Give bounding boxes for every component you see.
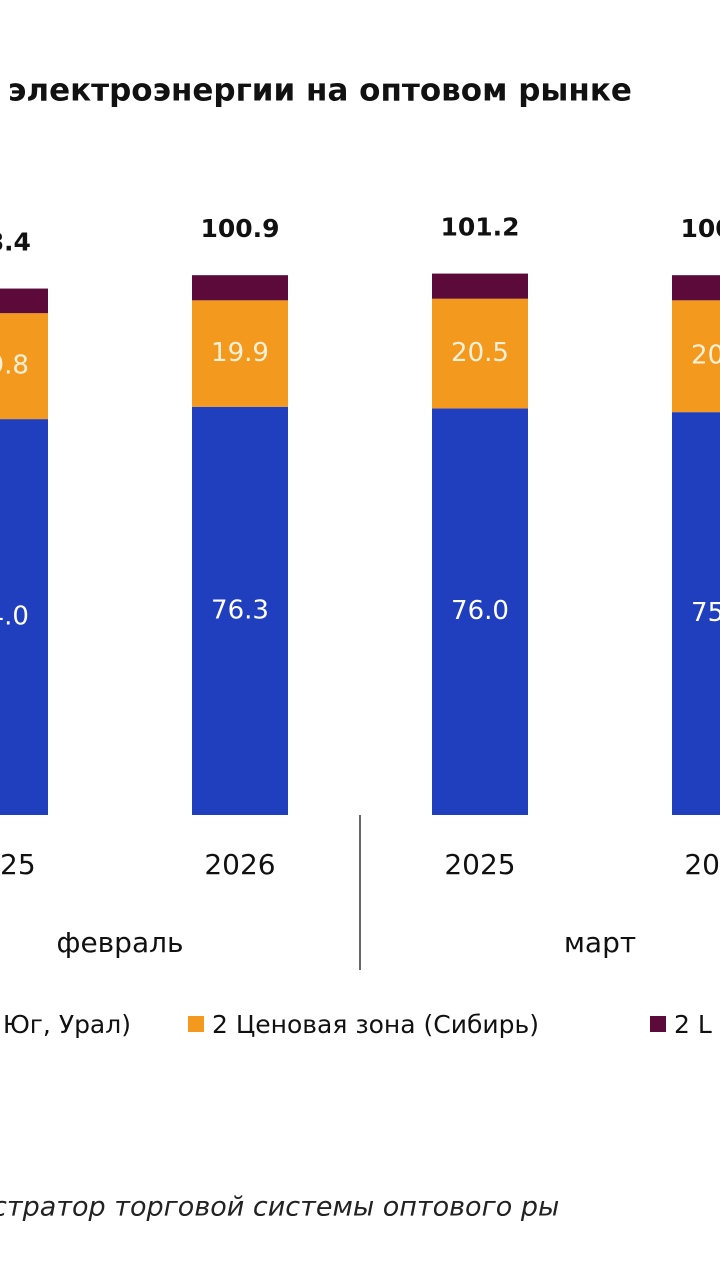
legend-label: 2 Ценовая зона (Сибирь) xyxy=(212,1010,539,1039)
bar-segment xyxy=(192,275,288,301)
value-label: 20.9 xyxy=(691,341,720,371)
group-label: март xyxy=(564,926,636,959)
total-label: 100.9 xyxy=(680,214,720,243)
source: стратор торговой системы оптового ры xyxy=(0,1192,559,1223)
total-label: 98.4 xyxy=(0,228,31,257)
x-tick-label: 2025 xyxy=(0,848,36,881)
legend-label: Юг, Урал) xyxy=(3,1010,131,1039)
bar-segment xyxy=(192,300,288,407)
bar-segment xyxy=(0,419,48,815)
bar-segment xyxy=(672,412,720,815)
value-label: 19.8 xyxy=(0,351,29,381)
x-tick-label: 2026 xyxy=(684,848,720,881)
value-label: 75.3 xyxy=(691,598,720,628)
legend-label: 2 L xyxy=(674,1010,712,1039)
bar-segment xyxy=(0,313,48,420)
value-label: 20.5 xyxy=(451,338,509,368)
total-label: 100.9 xyxy=(200,214,279,243)
x-tick-label: 2025 xyxy=(444,848,515,881)
legend-swatch xyxy=(650,1016,666,1032)
value-label: 19.9 xyxy=(211,338,269,368)
bar-segment xyxy=(432,273,528,299)
value-label: 76.3 xyxy=(211,595,269,625)
bar-segment xyxy=(192,406,288,815)
bar-segment xyxy=(0,288,48,314)
bar-segment xyxy=(672,275,720,301)
legend-swatch xyxy=(188,1016,204,1032)
group-label: февраль xyxy=(57,926,184,959)
value-label: 74.0 xyxy=(0,602,29,632)
value-label: 76.0 xyxy=(451,596,509,626)
total-label: 101.2 xyxy=(440,213,519,242)
chart-title: электроэнергии на оптовом рынке xyxy=(8,73,632,109)
bar-segment xyxy=(432,298,528,409)
bar-segment xyxy=(432,408,528,815)
bar-segment xyxy=(672,300,720,413)
x-tick-label: 2026 xyxy=(204,848,275,881)
